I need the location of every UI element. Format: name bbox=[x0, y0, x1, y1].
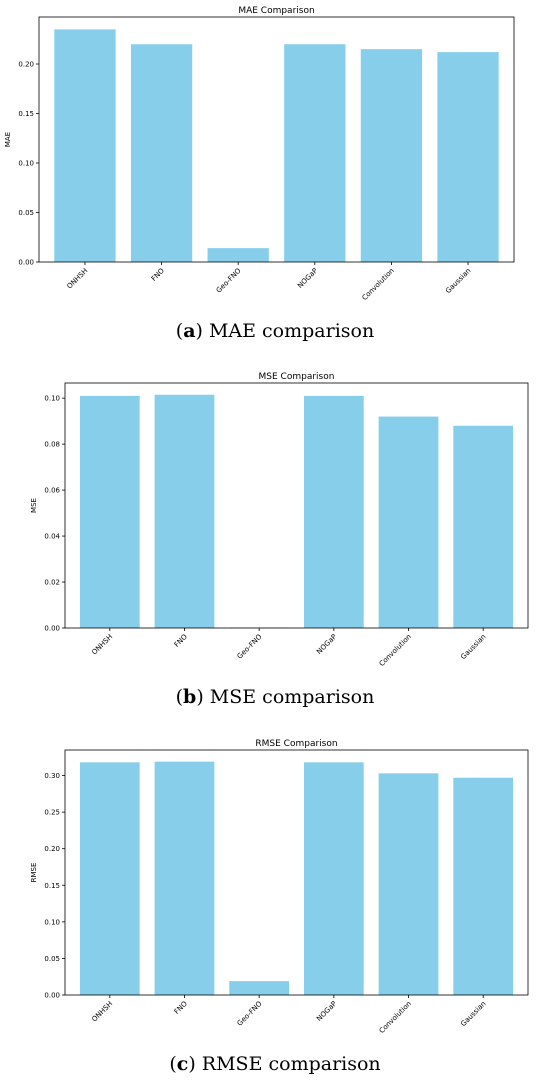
caption-text: MAE comparison bbox=[208, 320, 375, 342]
bar-gaussian bbox=[453, 425, 514, 628]
x-tick-label: Gaussian bbox=[459, 633, 487, 661]
chart-title: MSE Comparison bbox=[259, 372, 335, 382]
y-tick-label: 0.00 bbox=[18, 259, 34, 267]
x-tick-label: ONHSH bbox=[90, 1000, 114, 1024]
bar-fno bbox=[154, 761, 215, 995]
x-tick-label: FNO bbox=[173, 999, 189, 1015]
bar-geo-fno bbox=[207, 248, 269, 262]
y-tick-label: 0.20 bbox=[44, 845, 60, 853]
bar-convolution bbox=[378, 416, 439, 628]
caption-rmse: (c) RMSE comparison bbox=[169, 1053, 381, 1075]
y-tick-label: 0.15 bbox=[18, 110, 34, 118]
bar-nogap bbox=[303, 762, 364, 995]
y-tick-label: 0.10 bbox=[18, 160, 34, 168]
x-tick-label: NOGaP bbox=[315, 633, 338, 656]
bar-onhsh bbox=[54, 29, 116, 263]
y-tick-label: 0.05 bbox=[44, 955, 60, 963]
caption-letter: a bbox=[183, 320, 196, 342]
bar-geo-fno bbox=[229, 981, 290, 995]
chart-title: MAE Comparison bbox=[238, 6, 314, 16]
x-tick-label: NOGaP bbox=[296, 267, 319, 290]
bar-nogap bbox=[303, 395, 364, 628]
y-tick-label: 0.30 bbox=[44, 772, 60, 780]
x-tick-label: NOGaP bbox=[315, 1000, 338, 1023]
bar-nogap bbox=[284, 44, 346, 262]
y-tick-label: 0.05 bbox=[18, 209, 34, 217]
y-tick-label: 0.10 bbox=[44, 395, 60, 403]
caption-letter: b bbox=[183, 686, 197, 708]
x-tick-label: ONHSH bbox=[90, 633, 114, 657]
y-tick-label: 0.02 bbox=[44, 579, 60, 587]
y-axis-label: MAE bbox=[4, 132, 12, 147]
plot-frame bbox=[64, 749, 529, 996]
bar-gaussian bbox=[453, 777, 514, 995]
y-axis-label: RMSE bbox=[30, 863, 38, 883]
caption-mae: (a) MAE comparison bbox=[175, 320, 375, 342]
chart-title: RMSE Comparison bbox=[255, 739, 337, 749]
x-tick-label: Gaussian bbox=[459, 1000, 487, 1028]
caption-mse: (b) MSE comparison bbox=[175, 686, 375, 708]
y-tick-label: 0.10 bbox=[44, 918, 60, 926]
y-tick-label: 0.25 bbox=[44, 809, 60, 817]
x-tick-label: Geo-FNO bbox=[215, 266, 243, 294]
y-tick-label: 0.20 bbox=[18, 61, 34, 69]
bar-convolution bbox=[378, 773, 439, 995]
bar-onhsh bbox=[79, 762, 140, 995]
x-tick-label: Convolution bbox=[378, 633, 413, 668]
bar-convolution bbox=[360, 49, 423, 262]
bar-gaussian bbox=[437, 52, 499, 262]
x-tick-label: Gaussian bbox=[444, 267, 472, 295]
y-tick-label: 0.15 bbox=[44, 882, 60, 890]
x-tick-label: Geo-FNO bbox=[236, 999, 264, 1027]
y-tick-label: 0.00 bbox=[44, 992, 60, 1000]
plot-frame bbox=[38, 16, 515, 263]
plot-frame bbox=[64, 382, 529, 629]
y-tick-label: 0.04 bbox=[44, 533, 60, 541]
x-tick-label: Convolution bbox=[378, 1000, 413, 1035]
y-axis-label: MSE bbox=[30, 498, 38, 513]
y-tick-label: 0.08 bbox=[44, 441, 60, 449]
x-tick-label: Geo-FNO bbox=[236, 632, 264, 660]
y-tick-label: 0.06 bbox=[44, 487, 60, 495]
y-tick-label: 0.00 bbox=[44, 625, 60, 633]
caption-text: RMSE comparison bbox=[201, 1053, 381, 1075]
caption-letter: c bbox=[176, 1053, 189, 1075]
bar-fno bbox=[130, 44, 193, 262]
x-tick-label: ONHSH bbox=[66, 267, 90, 291]
bar-fno bbox=[154, 394, 215, 628]
x-tick-label: FNO bbox=[150, 266, 166, 282]
caption-text: MSE comparison bbox=[209, 686, 375, 708]
x-tick-label: FNO bbox=[173, 632, 189, 648]
x-tick-label: Convolution bbox=[361, 267, 396, 302]
bar-onhsh bbox=[79, 395, 140, 628]
